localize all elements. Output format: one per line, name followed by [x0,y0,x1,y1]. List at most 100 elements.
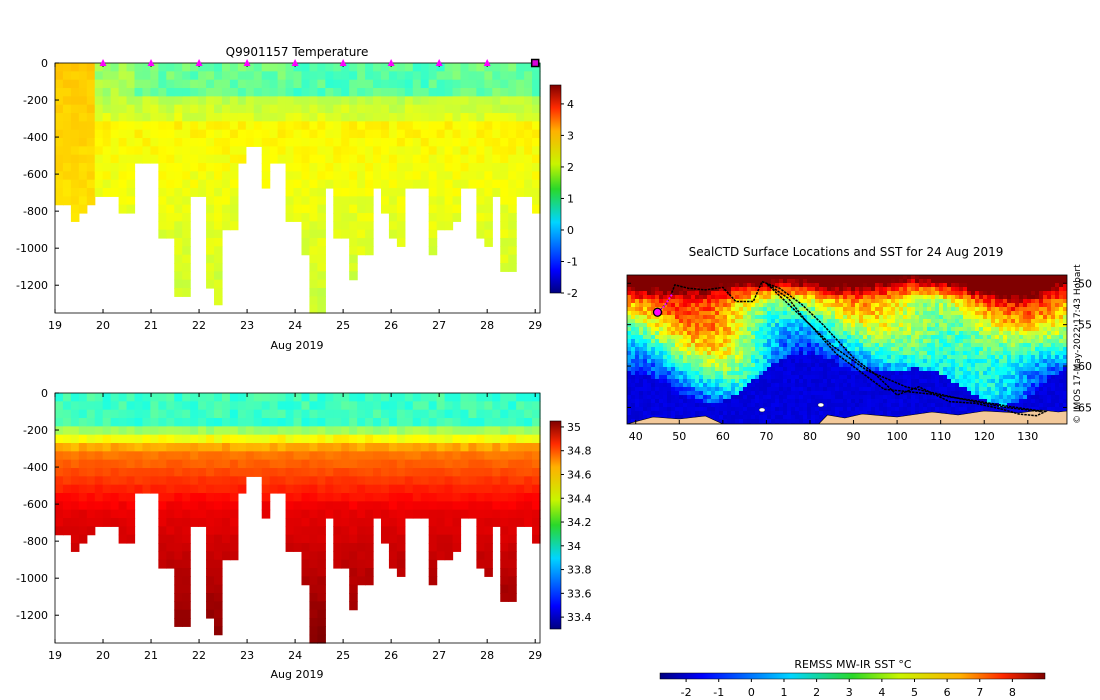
sst-cell [819,291,824,296]
sst-cell [647,279,652,284]
sst-cell [811,363,816,368]
temperature-cell [166,121,175,131]
temperature-cell [444,171,454,181]
sst-cell [923,347,928,352]
temperature-cell [333,63,342,72]
temperature-cell [78,179,88,189]
sst-cell [983,307,988,312]
temperature-cell [94,129,104,139]
sst-cell [815,275,820,280]
sst-cell [1059,323,1064,328]
sst-cell [895,359,900,364]
temperature-cell [341,104,350,114]
sst-cell [823,347,828,352]
sst-cell [663,363,668,368]
sst-cell [727,315,732,320]
temperature-cell [158,104,167,114]
temperature-cell [500,71,509,81]
sst-cell [631,291,636,296]
temperature-cell [508,229,517,239]
sst-cell [987,355,992,360]
temperature-cell [500,213,509,222]
sst-cell [747,355,752,360]
sst-cell [859,275,864,280]
temperature-cell [221,196,231,206]
salinity-cell [285,476,295,486]
temperature-cell [341,71,350,81]
temperature-cell [508,213,517,222]
sst-cell [1047,311,1052,316]
temperature-cell [317,63,326,72]
sst-cell [647,331,652,336]
sst-cell [699,307,704,312]
sst-cell [1039,327,1044,332]
sst-cell [795,355,800,360]
salinity-cell [365,501,374,511]
sst-cell [915,307,920,312]
sst-cell [847,303,852,308]
sst-cell [707,303,712,308]
temperature-cell [396,221,406,231]
temperature-x-tick-label: 24 [288,319,302,332]
sst-cell [775,351,780,356]
salinity-cell [118,418,128,427]
sst-cell [635,351,640,356]
salinity-cell [484,476,493,486]
sst-cell [1063,307,1067,312]
sst-cell [871,315,876,320]
temperature-cell [78,171,88,181]
sst-cell [703,323,708,328]
sst-cell [847,363,852,368]
sst-cell [843,283,848,288]
sst-cell [855,283,860,288]
temperature-cell [293,188,303,197]
sst-cell [863,319,868,324]
salinity-cell [94,401,104,411]
sst-cell [659,331,664,336]
salinity-cell [317,434,326,444]
temperature-cell [508,104,517,114]
sst-cell [791,355,796,360]
temperature-cell [309,238,318,247]
sst-cell [939,363,944,368]
sst-cell [1023,291,1028,296]
salinity-cell [253,426,263,436]
temperature-y-tick-label: -200 [23,94,48,107]
sst-cell [647,275,652,280]
sst-cell [951,331,956,336]
temperature-cell [214,188,223,197]
salinity-cell [380,459,390,469]
sst-cell [787,359,792,364]
sst-cell [839,339,844,344]
temperature-cell [349,88,358,97]
salinity-cell [86,418,96,427]
sst-cell [807,359,812,364]
sst-cell [787,275,792,280]
temperature-cell [126,188,136,197]
temperature-cell [476,163,485,172]
temperature-cell [158,96,167,106]
temperature-cell [206,88,215,97]
salinity-cell [102,434,112,444]
sst-cell [759,303,764,308]
salinity-cell [301,543,311,552]
sst-cell [959,351,964,356]
sst-cell [1015,343,1020,348]
salinity-cell [508,451,517,461]
sst-cell [779,363,784,368]
sst-cell [999,335,1004,340]
salinity-cell [70,459,80,469]
salinity-cell [277,409,287,419]
temperature-cell [293,113,303,122]
sst-cell [751,339,756,344]
sst-cell [719,343,724,348]
sst-cell [1063,299,1067,304]
sst-cell [1063,359,1067,364]
sst-cell [863,339,868,344]
sst-cell [747,283,752,288]
sst-cell [695,307,700,312]
temperature-cell [301,154,311,164]
sst-cell [823,351,828,356]
sst-cell [691,275,696,280]
sst-cell [1031,351,1036,356]
